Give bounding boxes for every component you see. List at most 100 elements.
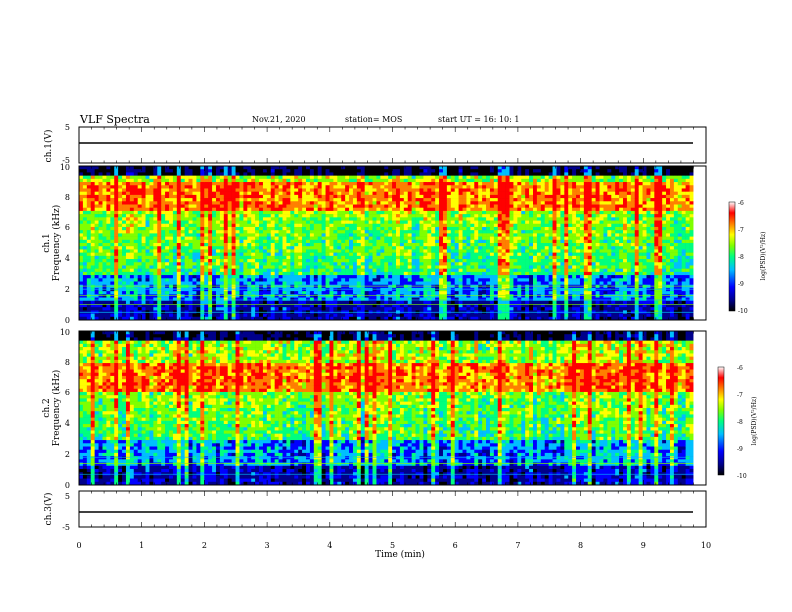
- ch1-spectrogram-cell: [341, 239, 346, 244]
- ch1-spectrogram-cell: [102, 252, 107, 257]
- ch1-spectrogram-cell: [247, 307, 252, 311]
- ch1-spectrogram-cell: [306, 303, 311, 308]
- ch1-spectrogram-cell: [172, 220, 178, 225]
- ch1-spectrogram-cell: [255, 252, 260, 257]
- ch1-spectrogram-cell: [364, 207, 369, 212]
- ch1-spectrogram-cell: [153, 239, 158, 244]
- ch1-spectrogram-cell: [157, 294, 162, 298]
- ch1-spectrogram-cell: [82, 313, 88, 318]
- ch1-spectrogram-cell: [282, 175, 287, 180]
- ch1-spectrogram-cell: [208, 230, 213, 234]
- ch1-spectrogram-cell: [153, 188, 158, 192]
- ch1-spectrogram-cell: [294, 214, 299, 218]
- ch1-spectrogram-cell: [282, 194, 287, 199]
- ch1-spectrogram-cell: [208, 172, 213, 176]
- ch1-spectrogram-cell: [278, 303, 283, 308]
- ch1-spectrogram-cell: [423, 178, 428, 183]
- ch1-spectrogram-cell: [399, 172, 405, 176]
- ch1-spectrogram-cell: [161, 204, 166, 209]
- ch1-spectrogram-cell: [384, 262, 389, 266]
- ch1-spectrogram-cell: [208, 287, 213, 292]
- ch1-spectrogram-cell: [478, 249, 483, 253]
- ch1-spectrogram-cell: [219, 182, 225, 186]
- ch1-spectrogram-cell: [212, 265, 217, 269]
- ch1-spectrogram-cell: [329, 265, 334, 269]
- ch1-spectrogram-cell: [247, 220, 252, 225]
- ch1-spectrogram-cell: [184, 255, 189, 260]
- ch1-spectrogram-cell: [454, 172, 459, 176]
- ch1-spectrogram-cell: [474, 201, 479, 205]
- ch1-spectrogram-cell: [325, 294, 330, 298]
- ch1-spectrogram-cell: [462, 191, 467, 196]
- ch1-spectrogram-cell: [450, 217, 456, 221]
- ch1-spectrogram-cell: [110, 233, 115, 237]
- ch1-spectrogram-cell: [235, 252, 240, 257]
- ch1-spectrogram-cell: [364, 236, 369, 241]
- ch1-spectrogram-cell: [98, 268, 103, 273]
- ch1-spectrogram-cell: [90, 271, 95, 276]
- ch1-spectrogram-cell: [466, 169, 471, 173]
- ch1-spectrogram-cell: [223, 207, 229, 212]
- ch1-spectrogram-cell: [329, 185, 334, 189]
- ch1-spectrogram-cell: [145, 188, 150, 192]
- ch1-spectrogram-cell: [317, 246, 322, 250]
- ch1-spectrogram-cell: [212, 246, 217, 250]
- ch1-spectrogram-cell: [419, 291, 424, 295]
- ch1-spectrogram-cell: [188, 182, 193, 186]
- ch1-spectrogram-cell: [313, 169, 319, 173]
- ch1-spectrogram-cell: [165, 297, 170, 302]
- ch1-spectrogram-cell: [184, 268, 189, 273]
- ch1-spectrogram-cell: [122, 175, 127, 180]
- ch1-spectrogram-cell: [450, 201, 456, 205]
- ch1-spectrogram-cell: [454, 291, 459, 295]
- ch1-spectrogram-cell: [212, 185, 217, 189]
- ch1-spectrogram-cell: [431, 281, 436, 286]
- ch1-spectrogram-cell: [188, 265, 193, 269]
- ch1-spectrogram-cell: [352, 210, 358, 215]
- ch1-spectrogram-cell: [399, 201, 405, 205]
- ch1-spectrogram-cell: [302, 207, 307, 212]
- ch1-spectrogram-cell: [286, 185, 291, 189]
- ch1-spectrogram-cell: [169, 217, 174, 221]
- ch1-spectrogram-cell: [356, 182, 362, 186]
- ch1-spectrogram-cell: [137, 268, 142, 273]
- ch1-spectrogram-cell: [251, 275, 256, 279]
- ch1-spectrogram-cell: [368, 281, 373, 286]
- ch1-spectrogram-cell: [169, 172, 174, 176]
- ch1-spectrogram-cell: [442, 185, 448, 189]
- ch1-spectrogram-cell: [290, 313, 295, 318]
- ch1-spectrogram-cell: [302, 191, 307, 196]
- ch1-spectrogram-cell: [282, 287, 287, 292]
- ch1-spectrogram-cell: [294, 313, 299, 318]
- ch1-spectrogram-cell: [294, 307, 299, 311]
- ch1-spectrogram-cell: [411, 307, 416, 311]
- ch1-spectrogram-cell: [278, 188, 283, 192]
- ch1-spectrogram-cell: [439, 223, 444, 228]
- ch1-spectrogram-cell: [231, 217, 236, 221]
- ch1-spectrogram-cell: [306, 252, 311, 257]
- ch1-spectrogram-cell: [79, 230, 84, 234]
- ch1-spectrogram-cell: [227, 201, 232, 205]
- ch1-spectrogram-cell: [184, 259, 189, 263]
- ch1-spectrogram-cell: [188, 278, 193, 282]
- ch1-spectrogram-cell: [118, 169, 123, 173]
- ch1-spectrogram-cell: [145, 268, 150, 273]
- ch1-spectrogram-cell: [208, 275, 213, 279]
- ch1-spectrogram-cell: [157, 287, 162, 292]
- ch1-spectrogram-cell: [333, 262, 338, 266]
- ch1-spectrogram-cell: [380, 300, 385, 305]
- ch1-spectrogram-cell: [223, 223, 229, 228]
- ch1-spectrogram-cell: [396, 281, 401, 286]
- ch1-spectrogram-cell: [243, 194, 248, 199]
- ch1-spectrogram-cell: [482, 233, 487, 237]
- ch1-spectrogram-cell: [215, 252, 221, 257]
- ch1-spectrogram-cell: [122, 172, 127, 176]
- ch1-spectrogram-cell: [306, 307, 311, 311]
- ch1-spectrogram-cell: [368, 252, 373, 257]
- ch1-spectrogram-cell: [188, 236, 193, 241]
- ch1-spectrogram-cell: [306, 316, 311, 321]
- ch1-spectrogram-cell: [442, 255, 448, 260]
- ch1-spectrogram-cell: [149, 188, 154, 192]
- ch1-spectrogram-cell: [239, 226, 244, 231]
- ch1-spectrogram-cell: [313, 271, 319, 276]
